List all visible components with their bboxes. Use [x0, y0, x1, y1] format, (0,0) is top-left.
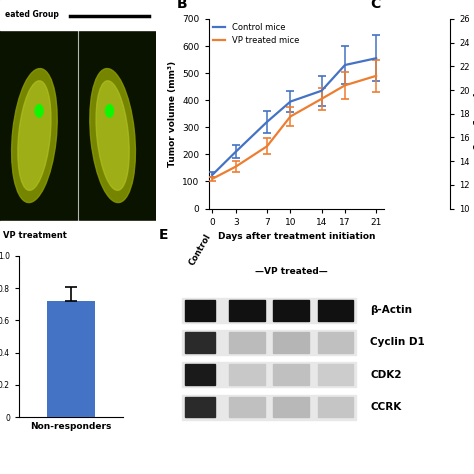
Text: —VP treated—: —VP treated—	[255, 267, 328, 276]
Text: C: C	[370, 0, 381, 11]
Ellipse shape	[18, 81, 51, 191]
Bar	[318, 332, 353, 353]
Bar	[229, 397, 264, 418]
Ellipse shape	[35, 105, 43, 117]
Bar	[185, 397, 215, 418]
Y-axis label: Tumor volume (mm³): Tumor volume (mm³)	[168, 61, 177, 167]
Text: CCRK: CCRK	[371, 402, 402, 412]
Text: B: B	[177, 0, 188, 11]
Bar	[229, 365, 264, 385]
Bar	[318, 397, 353, 418]
Bar	[0, 0, 156, 29]
Bar	[182, 362, 356, 387]
Text: β-Actin: β-Actin	[371, 305, 412, 315]
X-axis label: Days after treatment initiation: Days after treatment initiation	[218, 232, 375, 241]
Text: E: E	[159, 228, 168, 242]
Bar	[273, 332, 309, 353]
Text: Control: Control	[187, 233, 213, 267]
Bar	[182, 298, 356, 323]
Bar	[318, 365, 353, 385]
Bar	[0, 220, 156, 248]
Ellipse shape	[106, 105, 113, 117]
Bar	[273, 397, 309, 418]
Text: eated Group: eated Group	[5, 10, 59, 19]
Text: VP treatment: VP treatment	[3, 231, 67, 240]
Bar	[229, 332, 264, 353]
Bar	[182, 394, 356, 419]
Bar	[185, 332, 215, 353]
Text: CDK2: CDK2	[371, 370, 402, 380]
Bar	[185, 365, 215, 385]
Bar	[318, 300, 353, 320]
Legend: Control mice, VP treated mice: Control mice, VP treated mice	[213, 23, 299, 46]
Bar	[47, 301, 95, 417]
Ellipse shape	[11, 69, 57, 202]
Y-axis label: Body weight (g): Body weight (g)	[472, 73, 474, 154]
Text: Cyclin D1: Cyclin D1	[371, 337, 425, 347]
Bar	[273, 365, 309, 385]
Bar	[185, 300, 215, 320]
Bar	[182, 330, 356, 355]
Ellipse shape	[90, 69, 136, 202]
Bar	[229, 300, 264, 320]
Ellipse shape	[96, 81, 129, 191]
Bar	[273, 300, 309, 320]
